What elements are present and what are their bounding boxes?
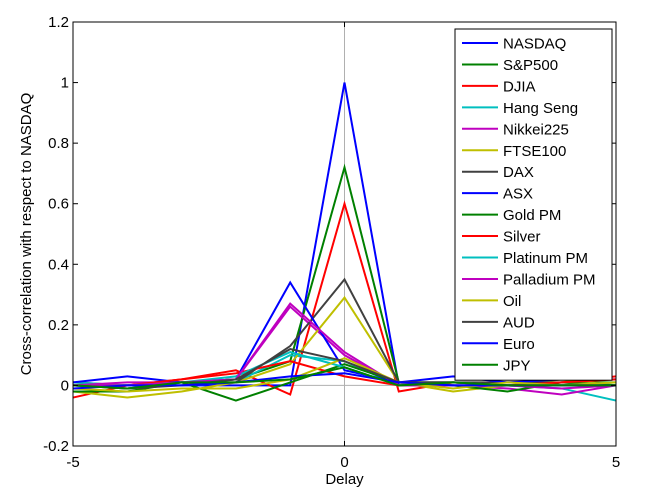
legend-label: NASDAQ — [503, 36, 566, 53]
y-tick-label: 0.2 — [48, 317, 69, 334]
legend-label: Oil — [503, 293, 521, 310]
y-tick-label: 0 — [61, 377, 69, 394]
y-tick-label: 1 — [61, 75, 69, 92]
legend-label: S&P500 — [503, 57, 558, 74]
series-line-oil — [72, 357, 617, 393]
series-line-palladium-pm — [73, 302, 617, 390]
x-tick-label: 0 — [340, 454, 348, 471]
legend-label: DAX — [503, 164, 534, 181]
legend-label: ASX — [503, 186, 533, 203]
x-axis-label: Delay — [325, 471, 364, 488]
series-lines — [72, 82, 617, 402]
y-tick-label: 0.8 — [48, 135, 69, 152]
series-line-jpy — [72, 366, 616, 390]
legend-label: Nikkei225 — [503, 121, 569, 138]
y-axis-label: Cross-correlation with respect to NASDAQ — [18, 93, 35, 376]
legend-label: Palladium PM — [503, 271, 596, 288]
x-tick-label: -5 — [66, 454, 79, 471]
y-tick-label: 1.2 — [48, 14, 69, 31]
x-tick-label: 5 — [612, 454, 620, 471]
y-tick-label: 0.6 — [48, 196, 69, 213]
series-line-asx — [72, 280, 616, 384]
legend: NASDAQ S&P500 DJIA Hang Seng Nikkei225 FTSE10… — [454, 28, 613, 381]
legend-label: FTSE100 — [503, 143, 566, 160]
legend-label: AUD — [503, 314, 535, 331]
legend-label: Hang Seng — [503, 100, 578, 117]
legend-label: JPY — [503, 357, 531, 374]
legend-label: Silver — [503, 229, 541, 246]
y-tick-label: 0.4 — [48, 256, 69, 273]
axis-ticks: -5 0 5 -0.2 0 0.2 0.4 0.6 0.8 1 1.2 — [43, 14, 620, 471]
y-tick-label: -0.2 — [43, 438, 69, 455]
legend-label: DJIA — [503, 78, 536, 95]
series-line-nikkei225 — [72, 305, 617, 396]
legend-label: Gold PM — [503, 207, 561, 224]
legend-label: Euro — [503, 336, 535, 353]
legend-label: Platinum PM — [503, 250, 588, 267]
series-line-silver — [73, 360, 617, 387]
